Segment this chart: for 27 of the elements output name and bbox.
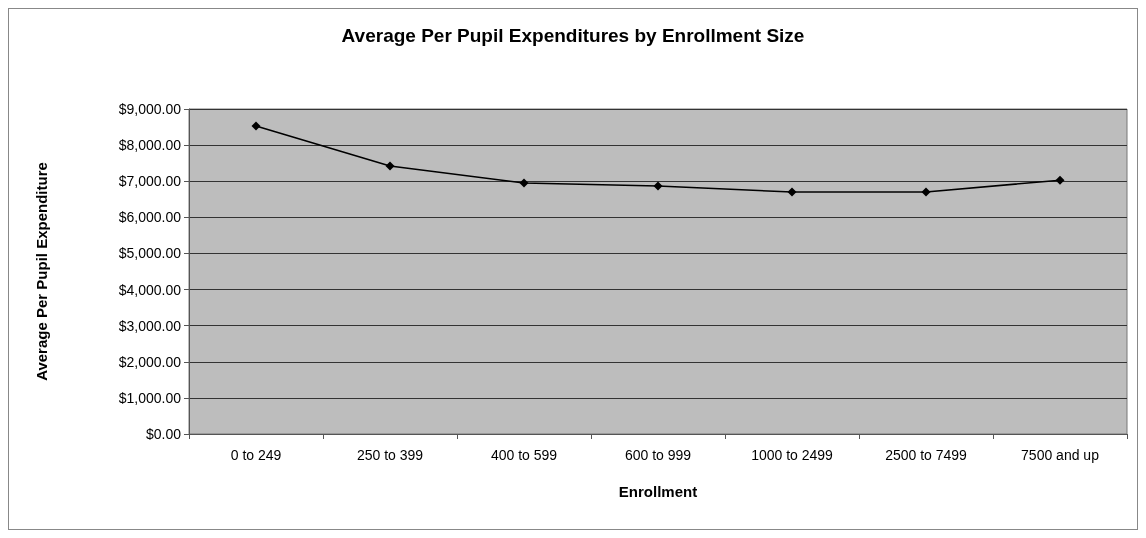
chart-title: Average Per Pupil Expenditures by Enrollment Size	[341, 25, 805, 46]
x-tick-label: 1000 to 2499	[751, 447, 834, 463]
y-tick-label: $0.00	[145, 426, 182, 442]
y-tick-label: $2,000.00	[118, 353, 182, 370]
x-tick-label: 7500 and up	[1021, 447, 1100, 463]
x-axis-title: Enrollment	[618, 483, 698, 500]
y-tick-label: $6,000.00	[118, 209, 182, 226]
y-tick-label: $4,000.00	[118, 281, 182, 298]
point	[921, 187, 931, 197]
y-tick-label: $7,000.00	[118, 173, 182, 190]
y-tick-label: $1,000.00	[118, 389, 182, 406]
x-tick-label: 400 to 599	[490, 447, 558, 463]
y-tick-label: $3,000.00	[118, 317, 182, 334]
point	[385, 161, 395, 171]
x-tick-label: 600 to 999	[624, 447, 692, 463]
x-tick-label: 250 to 399	[356, 447, 424, 463]
point	[653, 181, 663, 191]
point	[251, 121, 261, 131]
point	[519, 178, 529, 188]
x-tick-label: 2500 to 7499	[885, 447, 968, 463]
y-tick-label: $9,000.00	[118, 101, 182, 117]
x-tick-label: 0 to 249	[230, 447, 282, 463]
y-tick-label: $5,000.00	[118, 245, 182, 262]
point	[1055, 175, 1065, 185]
y-axis-title: Average Per Pupil Expenditure	[33, 162, 50, 381]
point	[787, 187, 797, 197]
y-tick-label: $8,000.00	[118, 137, 182, 154]
